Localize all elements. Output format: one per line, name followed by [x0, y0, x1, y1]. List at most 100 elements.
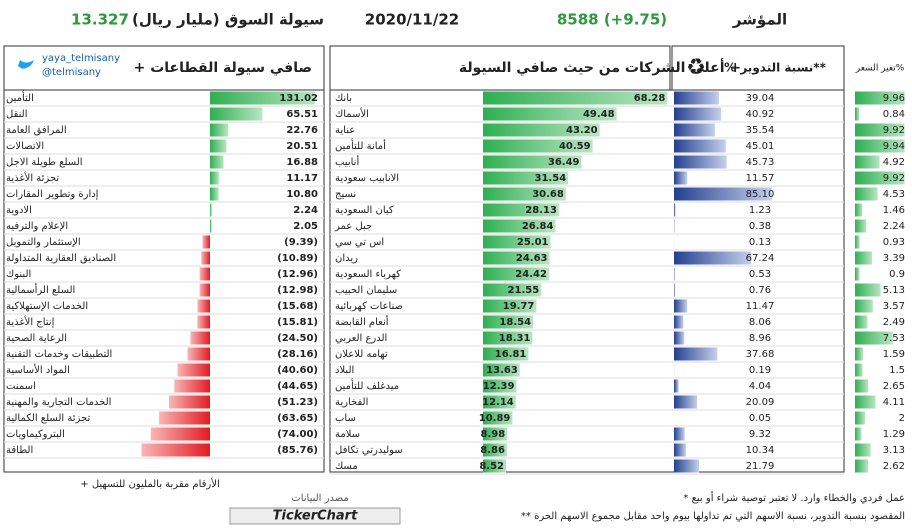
change-value: 9.96 — [883, 93, 905, 104]
company-bar — [483, 203, 559, 217]
turnover-bar — [674, 107, 722, 121]
turnover-bar — [674, 331, 685, 345]
change-bar — [855, 251, 872, 265]
turnover-bar — [674, 203, 676, 217]
change-value: 3.57 — [883, 301, 905, 312]
company-bar — [483, 219, 556, 233]
turnover-value: 45.01 — [746, 141, 775, 152]
company-name: ريدان — [335, 253, 358, 264]
company-value: 26.84 — [522, 221, 554, 232]
sector-value: 2.05 — [293, 221, 318, 232]
turnover-title: % نسبة التدوير** — [724, 61, 826, 76]
change-value: 0.93 — [883, 237, 905, 248]
company-bar — [483, 427, 508, 441]
turnover-value: 45.73 — [746, 157, 775, 168]
handle: yaya_telmisany — [42, 53, 120, 64]
sector-name: الرعاية الصحية — [6, 333, 67, 344]
change-bar — [855, 299, 873, 313]
sector-name: الصناديق العقارية المتداولة — [6, 253, 116, 264]
index-value: 8588 (+9.75) — [557, 11, 667, 29]
change-value: 3.13 — [883, 445, 905, 456]
sector-name: الخدمات الإستهلاكية — [6, 301, 88, 312]
change-bar — [855, 219, 867, 233]
turnover-value: 40.92 — [746, 109, 775, 120]
company-name: أنابيب — [335, 155, 359, 168]
turnover-value: 4.04 — [749, 381, 771, 392]
sector-value: (44.65) — [277, 381, 318, 392]
turnover-value: 9.32 — [749, 429, 771, 440]
sector-name: التطبيقات وخدمات التقنية — [6, 349, 112, 360]
change-bar — [855, 235, 860, 249]
sector-name: السلع طويلة الاجل — [6, 157, 83, 168]
turnover-bar — [674, 139, 726, 153]
company-bar — [483, 411, 513, 425]
sector-bar — [210, 171, 219, 185]
company-name: الانابيب سعودية — [335, 173, 399, 184]
change-bar — [855, 331, 893, 345]
turnover-bar — [674, 283, 675, 297]
change-bar — [855, 155, 880, 169]
change-bar — [855, 411, 865, 425]
companies-title: أعلى الشركات من حيث صافي السيولة + — [459, 58, 741, 76]
company-name: سلامة — [335, 429, 360, 440]
brand-box — [229, 507, 401, 525]
turnover-value: 0.38 — [749, 221, 771, 232]
company-bar — [483, 187, 566, 201]
company-value: 8.52 — [479, 461, 504, 472]
change-bar — [855, 379, 869, 393]
change-value: 1.46 — [883, 205, 905, 216]
change-value: 9.92 — [883, 173, 905, 184]
sector-bar — [201, 251, 210, 265]
sectors-title: صافي سيولة القطاعات + — [134, 60, 312, 76]
sector-value: (63.65) — [277, 413, 318, 424]
turnover-bar — [674, 459, 700, 473]
company-value: 19.77 — [503, 301, 535, 312]
turnover-bar — [674, 123, 715, 137]
company-value: 28.13 — [525, 205, 557, 216]
change-value: 2.24 — [883, 221, 905, 232]
turnover-bar — [674, 443, 686, 457]
turnover-value: 0.53 — [749, 269, 771, 280]
company-value: 18.31 — [499, 333, 531, 344]
sector-bar — [169, 395, 210, 409]
change-bar — [855, 187, 878, 201]
liquidity-label: سيولة السوق (مليار ريال) — [132, 11, 324, 29]
sector-bar — [210, 123, 229, 137]
company-value: 36.49 — [548, 157, 580, 168]
turnover-value: 20.09 — [746, 397, 775, 408]
sector-bar — [210, 219, 212, 233]
sector-name: البنوك — [6, 269, 31, 280]
company-value: 21.55 — [508, 285, 540, 296]
change-value: 2.62 — [883, 461, 905, 472]
sector-value: 16.88 — [286, 157, 318, 168]
change-value: 1.59 — [883, 349, 905, 360]
company-bar — [483, 123, 600, 137]
sector-value: (10.89) — [277, 253, 318, 264]
company-bar — [483, 347, 529, 361]
sector-value: (15.68) — [277, 301, 318, 312]
change-value: 0.9 — [889, 269, 905, 280]
turnover-value: 0.76 — [749, 285, 771, 296]
sectors-header — [3, 45, 325, 91]
company-value: 12.39 — [483, 381, 515, 392]
sector-bar — [199, 283, 210, 297]
company-name: مسك — [335, 461, 358, 472]
change-value: 3.39 — [883, 253, 905, 264]
turnover-bar — [674, 171, 688, 185]
company-bar — [483, 251, 550, 265]
sector-value: (40.60) — [277, 365, 318, 376]
source: مصدر البيانات — [291, 493, 348, 504]
sector-value: (24.50) — [277, 333, 318, 344]
company-value: 8.86 — [480, 445, 505, 456]
company-value: 31.54 — [535, 173, 567, 184]
company-bar — [483, 267, 549, 281]
turnover-bar — [674, 427, 685, 441]
turnover-value: 0.05 — [749, 413, 771, 424]
change-bar — [855, 283, 881, 297]
sector-name: تجزئة الأغذية — [6, 171, 59, 184]
change-value: 2.65 — [883, 381, 905, 392]
change-bar — [855, 123, 905, 137]
sector-name: الادوية — [6, 205, 32, 216]
note1: * عمل فردي والخطاء وارد. لا تعتبر توصية … — [683, 491, 905, 504]
